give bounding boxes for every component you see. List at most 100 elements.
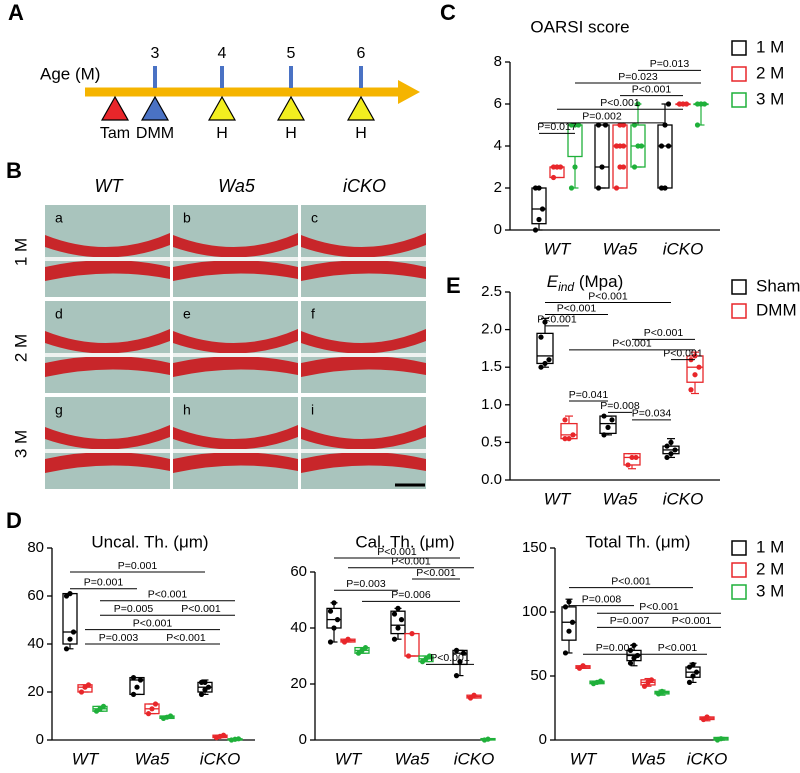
timeline-tick-label: 3 [151, 45, 160, 62]
image-letter: d [55, 306, 63, 322]
data-point [453, 647, 460, 654]
cartilage-top [173, 425, 298, 450]
data-point [70, 629, 77, 635]
y-tick-label: 60 [27, 587, 44, 604]
x-tick-label: WT [544, 239, 572, 258]
title-symbol: E [547, 272, 559, 291]
p-value-label: P=0.003 [99, 632, 139, 644]
legend-label: 1 M [756, 37, 784, 56]
data-point [167, 713, 174, 719]
data-point [453, 673, 460, 679]
image-letter: g [55, 402, 63, 418]
x-tick-label: WT [72, 749, 100, 768]
timeline-arrowhead [398, 80, 420, 104]
panel-label: C [440, 0, 456, 25]
data-point [542, 360, 548, 367]
p-value-label: P=0.034 [632, 408, 672, 420]
p-value-label: P=0.001 [118, 560, 158, 572]
p-value-label: P=0.005 [114, 603, 154, 615]
legend-label: DMM [756, 300, 797, 319]
p-value-label: P<0.001 [537, 314, 577, 326]
legend-swatch [731, 584, 747, 600]
y-tick-label: 2 [494, 179, 502, 196]
data-point [580, 663, 586, 669]
data-point [633, 454, 639, 461]
data-point [562, 604, 569, 610]
data-point [198, 691, 205, 698]
legend-label: 3 M [756, 581, 784, 600]
panel-label: A [8, 0, 24, 25]
data-point [635, 101, 641, 107]
cartilage-top [301, 425, 426, 450]
y-tick-label: 20 [27, 683, 44, 700]
data-point [601, 432, 607, 438]
data-point [704, 714, 710, 720]
box [62, 592, 78, 645]
data-point [572, 122, 578, 128]
data-point [698, 101, 704, 107]
data-point [665, 143, 672, 149]
p-value-label: P<0.001 [133, 617, 173, 629]
data-point [690, 673, 696, 679]
joint-space [45, 257, 170, 261]
data-point [613, 143, 620, 149]
cartilage-top [45, 233, 170, 258]
data-point [664, 443, 670, 449]
data-point [405, 653, 412, 659]
y-tick-label: 50 [530, 667, 547, 684]
data-point [391, 636, 398, 642]
cartilage-top [173, 329, 298, 354]
data-point [595, 122, 602, 128]
legend-swatch [731, 540, 747, 556]
x-tick-label: iCKO [454, 749, 495, 768]
p-value-label: P<0.001 [632, 83, 672, 95]
data-point [668, 451, 674, 457]
box [623, 453, 641, 466]
data-point [718, 736, 724, 742]
x-tick-label: iCKO [200, 749, 241, 768]
p-value-label: P=0.017 [537, 121, 577, 133]
p-value-label: P<0.001 [663, 347, 703, 359]
data-point [569, 619, 576, 625]
data-point [359, 647, 365, 654]
data-point [362, 645, 369, 651]
cartilage-bottom [301, 356, 426, 377]
data-point [696, 364, 702, 370]
x-tick-label: Wa5 [395, 749, 430, 768]
p-value-label: P<0.001 [611, 575, 651, 587]
data-point [542, 319, 548, 325]
box [561, 606, 577, 641]
y-tick-label: 80 [27, 539, 44, 556]
data-point [485, 736, 491, 742]
data-point [78, 689, 85, 695]
data-point [627, 660, 634, 666]
y-tick-label: 100 [522, 603, 547, 620]
panel-label: D [6, 508, 22, 533]
p-value-label: P<0.001 [557, 302, 597, 314]
row-header: 2 M [11, 334, 30, 362]
p-value-label: P=0.002 [582, 111, 622, 123]
legend-swatch [731, 279, 747, 295]
data-point [638, 143, 645, 149]
data-point [538, 364, 544, 370]
data-point [331, 600, 337, 606]
data-point [550, 174, 557, 181]
data-point [202, 679, 208, 686]
y-tick-label: 0 [539, 731, 547, 748]
y-tick-label: 8 [494, 53, 502, 70]
data-point [67, 591, 73, 597]
image-letter: b [183, 210, 191, 226]
x-tick-label: Wa5 [603, 489, 638, 508]
legend-swatch [731, 40, 747, 56]
data-point [539, 206, 546, 212]
data-point [395, 605, 401, 612]
data-point [668, 439, 674, 445]
x-tick-label: WT [335, 749, 363, 768]
cartilage-bottom [45, 260, 170, 281]
box [599, 415, 617, 435]
data-point [130, 675, 137, 681]
y-tick-label: 20 [290, 675, 307, 692]
data-point [566, 436, 572, 442]
p-value-label: P=0.006 [391, 589, 431, 601]
